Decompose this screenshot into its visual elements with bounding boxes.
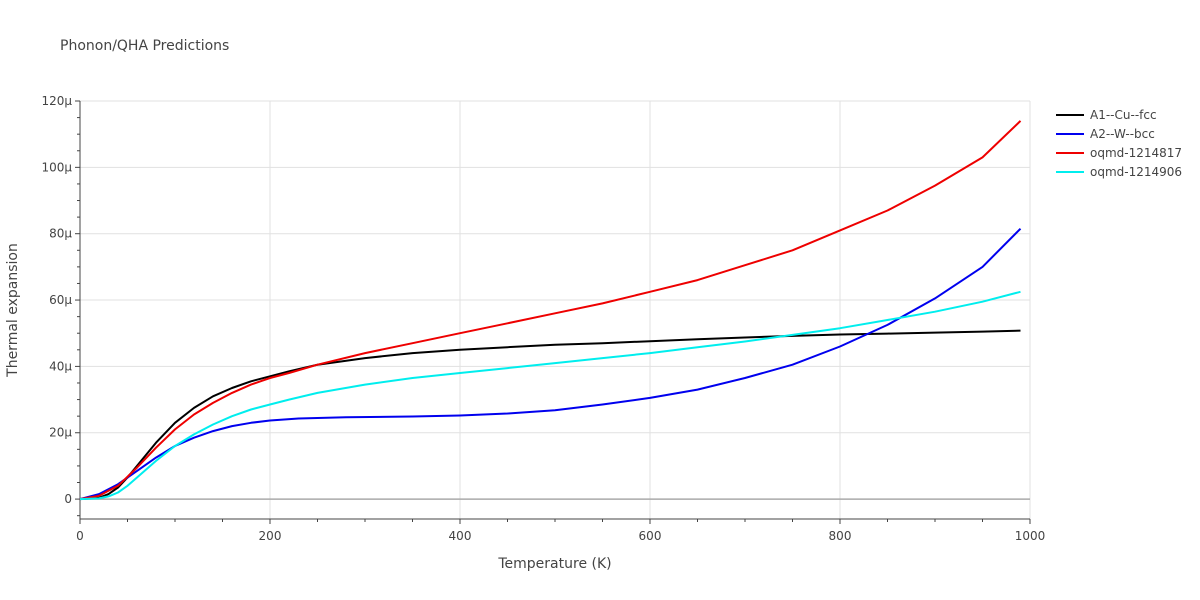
grid-lines xyxy=(80,100,1031,519)
series-lines xyxy=(79,120,1022,501)
y-tick-label: 60µ xyxy=(49,293,72,307)
legend-label[interactable]: A2--W--bcc xyxy=(1090,127,1155,141)
legend-label[interactable]: oqmd-1214906 xyxy=(1090,165,1182,179)
x-tick-label: 800 xyxy=(829,529,852,543)
chart-title: Phonon/QHA Predictions xyxy=(60,38,229,54)
y-axis-title: Thermal expansion xyxy=(5,243,21,378)
x-tick-label: 600 xyxy=(639,529,662,543)
legend: A1--Cu--fcc A2--W--bcc oqmd-1214817 oqmd-12… xyxy=(1056,108,1182,179)
y-tick-label: 120µ xyxy=(41,94,72,108)
y-tick-label: 100µ xyxy=(41,160,72,174)
axes: 0 200 400 600 800 1000 0 20µ 40µ 60µ 80µ 100µ 120µ xyxy=(41,94,1045,543)
y-tick-label: 0 xyxy=(64,492,72,506)
x-tick-label: 1000 xyxy=(1015,529,1046,543)
series-line-A1--Cu--fcc[interactable] xyxy=(79,329,1021,501)
series-line-A2--W--bcc[interactable] xyxy=(79,227,1022,501)
x-tick-label: 200 xyxy=(259,529,282,543)
x-axis-title: Temperature (K) xyxy=(497,556,611,572)
y-tick-label: 40µ xyxy=(49,359,72,373)
legend-label[interactable]: oqmd-1214817 xyxy=(1090,146,1182,160)
y-tick-label: 20µ xyxy=(49,426,72,440)
series-line-oqmd-1214817[interactable] xyxy=(79,120,1022,501)
y-tick-label: 80µ xyxy=(49,227,72,241)
series-line-oqmd-1214906[interactable] xyxy=(79,290,1021,501)
x-tick-label: 0 xyxy=(76,529,84,543)
legend-label[interactable]: A1--Cu--fcc xyxy=(1090,108,1157,122)
x-tick-label: 400 xyxy=(449,529,472,543)
